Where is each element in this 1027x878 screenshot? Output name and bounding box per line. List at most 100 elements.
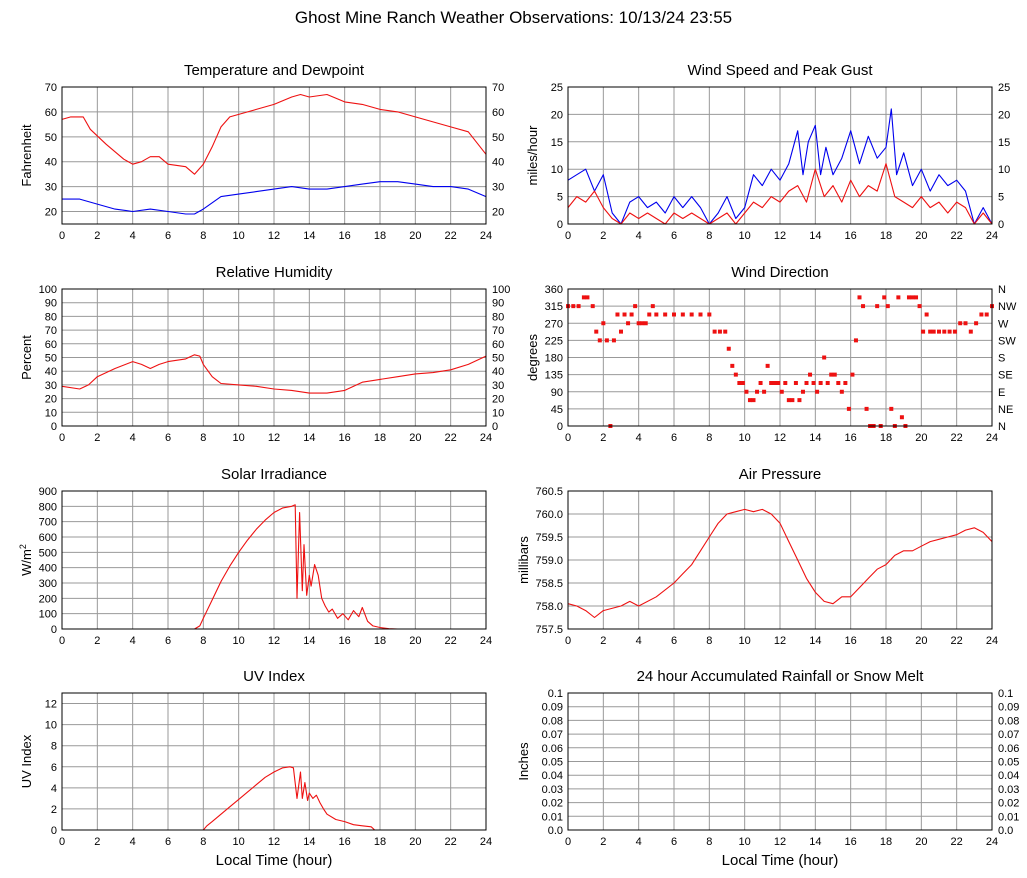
solar-y-tick-label: 700 (39, 517, 57, 529)
temperature-x-tick-label: 16 (339, 230, 351, 242)
solar-y-tick-label: 100 (39, 609, 57, 621)
wind-direction-point (800, 389, 805, 394)
wind-direction-x-tick-label: 18 (880, 432, 892, 444)
wind-direction-point (793, 380, 798, 385)
rainfall-x-tick-label: 24 (986, 836, 998, 848)
uv-y-axis-label: UV Index (19, 734, 34, 788)
wind-direction-x-tick-label: 8 (706, 432, 712, 444)
rainfall-y-tick-label: 0.08 (542, 715, 563, 727)
rainfall-right-tick-label: 0.01 (998, 811, 1019, 823)
wind-direction-x-tick-label: 16 (845, 432, 857, 444)
wind-direction-point (601, 321, 606, 326)
pressure-x-tick-label: 4 (636, 635, 642, 647)
wind-speed-y-axis-label: miles/hour (525, 125, 540, 186)
rainfall-right-tick-label: 0.07 (998, 729, 1019, 741)
solar-y-tick-label: 400 (39, 563, 57, 575)
wind-direction-point (885, 304, 890, 309)
wind-speed-right-tick-label: 25 (998, 82, 1010, 94)
wind-direction-point (808, 372, 813, 377)
wind-speed-x-tick-label: 16 (845, 230, 857, 242)
wind-direction-y-tick-label: 180 (545, 353, 563, 365)
uv-y-tick-label: 6 (51, 762, 57, 774)
wind-direction-y-tick-label: 0 (557, 421, 563, 433)
wind-direction-point (619, 329, 623, 334)
wind-speed-title: Wind Speed and Peak Gust (687, 62, 873, 79)
uv-x-tick-label: 20 (409, 836, 421, 848)
pressure-x-tick-label: 8 (706, 635, 712, 647)
wind-direction-point (850, 372, 855, 377)
rainfall-x-tick-label: 18 (880, 836, 892, 848)
rainfall-x-tick-label: 20 (915, 836, 927, 848)
humidity-y-axis-label: Percent (19, 335, 34, 380)
temperature-x-tick-label: 22 (445, 230, 457, 242)
pressure-x-tick-label: 22 (951, 635, 963, 647)
pressure-x-tick-label: 16 (845, 635, 857, 647)
solar-x-tick-label: 10 (233, 635, 245, 647)
rainfall-y-tick-label: 0.05 (542, 757, 563, 769)
humidity-y-tick-label: 40 (45, 366, 57, 378)
solar-x-tick-label: 14 (303, 635, 315, 647)
pressure-y-tick-label: 758.0 (535, 601, 563, 613)
humidity-right-tick-label: 20 (492, 394, 504, 406)
humidity-x-tick-label: 2 (94, 432, 100, 444)
humidity-right-tick-label: 50 (492, 353, 504, 365)
wind-direction-point (968, 329, 973, 334)
wind-direction-point (811, 380, 816, 385)
wind-direction-point (772, 380, 777, 385)
humidity-x-tick-label: 0 (59, 432, 65, 444)
wind-direction-point (963, 321, 968, 326)
rainfall-x-tick-label: 22 (951, 836, 963, 848)
wind-direction-x-tick-label: 10 (739, 432, 751, 444)
uv-y-tick-label: 8 (51, 741, 57, 753)
humidity-plot-frame (61, 288, 487, 427)
wind-direction-y-tick-label: 270 (545, 318, 563, 330)
wind-direction-point (896, 295, 901, 300)
wind-direction-point (663, 312, 668, 317)
solar-x-tick-label: 0 (59, 635, 65, 647)
pressure-plot-frame (567, 490, 993, 630)
wind-direction-point (633, 304, 638, 309)
wind-speed-right-tick-label: 5 (998, 192, 1004, 204)
rainfall-right-tick-label: 0.1 (998, 688, 1013, 700)
wind-direction-point (857, 295, 862, 300)
uv-y-tick-label: 4 (51, 783, 57, 795)
wind-direction-point (717, 329, 722, 334)
wind-direction-right-tick-label: W (998, 318, 1009, 330)
pressure-x-tick-label: 14 (809, 635, 821, 647)
wind-direction-point (707, 312, 712, 317)
wind-direction-right-tick-label: SE (998, 370, 1013, 382)
humidity-right-tick-label: 100 (492, 284, 510, 296)
temperature-x-tick-label: 0 (59, 230, 65, 242)
temperature-x-tick-label: 14 (303, 230, 315, 242)
rainfall-y-tick-label: 0.07 (542, 729, 563, 741)
wind-direction-point (928, 329, 933, 334)
wind-direction-plot-frame (567, 288, 993, 427)
wind-direction-y-tick-label: 135 (545, 370, 563, 382)
wind-direction-x-tick-label: 4 (636, 432, 642, 444)
solar-x-tick-label: 6 (165, 635, 171, 647)
wind-direction-point (797, 398, 802, 403)
rainfall-right-tick-label: 0.02 (998, 798, 1019, 810)
wind-direction-point (755, 389, 760, 394)
pressure-x-tick-label: 24 (986, 635, 998, 647)
wind-speed-y-tick-label: 0 (557, 219, 563, 231)
wind-direction-x-tick-label: 6 (671, 432, 677, 444)
wind-direction-point (910, 295, 915, 300)
humidity-y-tick-label: 0 (51, 421, 57, 433)
humidity-y-tick-label: 10 (45, 407, 57, 419)
wind-direction-point (626, 321, 631, 326)
humidity-x-tick-label: 10 (233, 432, 245, 444)
wind-direction-point (829, 372, 834, 377)
humidity-title: Relative Humidity (216, 264, 333, 281)
wind-direction-point (647, 312, 652, 317)
rainfall-x-tick-label: 8 (706, 836, 712, 848)
rainfall-y-tick-label: 0.1 (548, 688, 563, 700)
uv-plot-frame (61, 692, 487, 831)
temperature-x-tick-label: 10 (233, 230, 245, 242)
rainfall-x-tick-label: 4 (636, 836, 642, 848)
humidity-x-tick-label: 18 (374, 432, 386, 444)
